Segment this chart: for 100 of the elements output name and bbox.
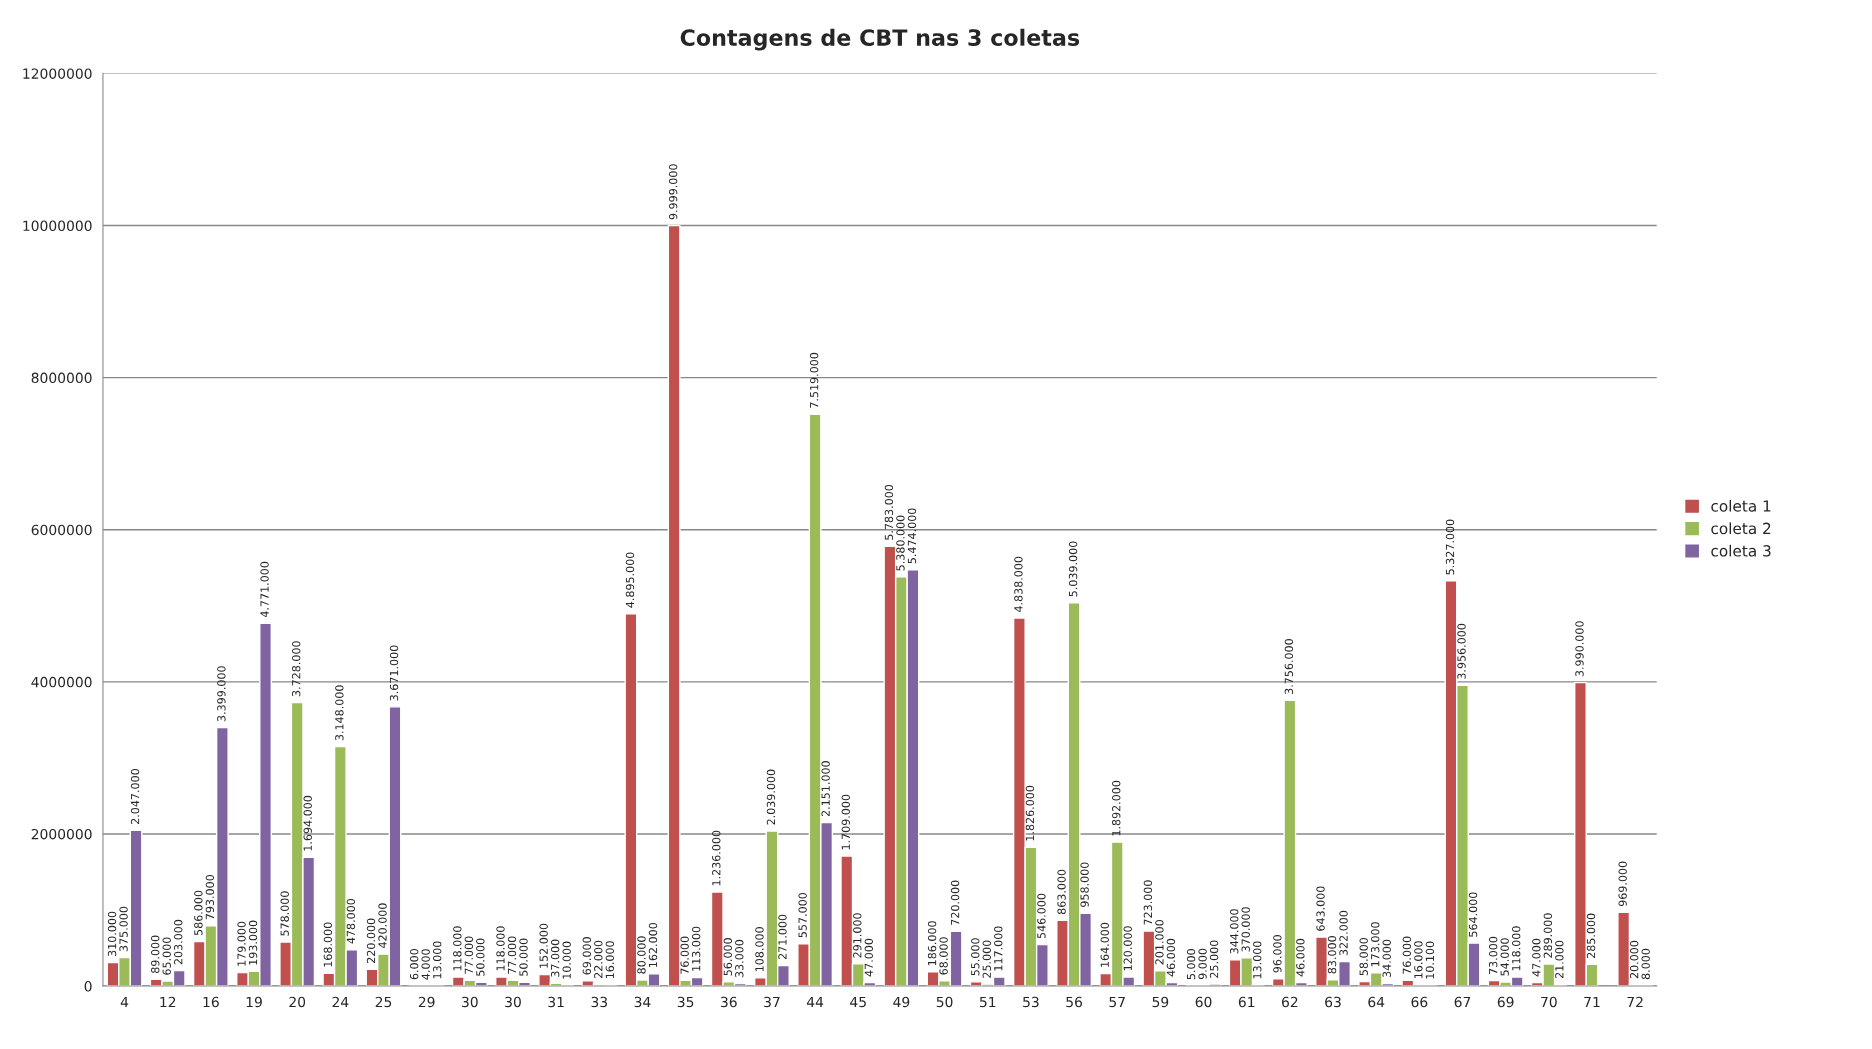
x-tick-label: 29 xyxy=(418,996,435,1008)
x-tick-label: 12 xyxy=(160,996,176,1008)
x-tick-label: 30 xyxy=(505,996,521,1008)
data-label: 16.000 xyxy=(1414,941,1423,979)
data-label: 1.236.000 xyxy=(712,830,721,886)
chart-title: Contagens de CBT nas 3 coletas xyxy=(680,28,1080,51)
x-tick-label: 57 xyxy=(1109,996,1125,1008)
data-label: 289.000 xyxy=(1543,913,1553,958)
x-tick-label: 33 xyxy=(591,996,608,1008)
x-tick-label: 30 xyxy=(462,996,478,1008)
y-tick-label: 6000000 xyxy=(31,524,92,536)
x-tick-label: 35 xyxy=(677,996,694,1008)
data-label: 4.838.000 xyxy=(1014,556,1023,613)
data-label: 9.999.000 xyxy=(668,164,678,220)
data-label: 68.000 xyxy=(939,937,948,975)
data-label: 793.000 xyxy=(205,874,215,920)
x-tick-label: 64 xyxy=(1368,996,1385,1008)
data-label: 5.039.000 xyxy=(1068,541,1078,597)
x-tick-label: 50 xyxy=(936,996,953,1008)
y-tick-label: 4000000 xyxy=(31,676,92,688)
data-label: 3.756.000 xyxy=(1284,639,1294,694)
data-label: 65.000 xyxy=(162,937,171,975)
data-label: 291.000 xyxy=(853,913,862,958)
x-tick-label: 16 xyxy=(203,996,219,1008)
data-label: 80.000 xyxy=(637,936,646,974)
x-tick-label: 45 xyxy=(850,996,866,1008)
data-label: 4.895.000 xyxy=(625,552,635,608)
data-label: 13.000 xyxy=(432,941,442,979)
data-label: 3.990.000 xyxy=(1575,621,1584,677)
data-label: 54.000 xyxy=(1500,938,1509,976)
data-label: 344.000 xyxy=(1230,909,1239,954)
x-tick-label: 24 xyxy=(332,996,349,1008)
data-label: 4.000 xyxy=(421,949,430,980)
data-label: 96.000 xyxy=(1273,935,1282,973)
data-label: 117.000 xyxy=(994,926,1003,971)
data-label: 118.000 xyxy=(496,926,505,971)
data-label: 863.000 xyxy=(1057,869,1066,915)
y-tick-label: 12000000 xyxy=(23,68,92,79)
x-tick-label: 31 xyxy=(548,996,564,1008)
x-tick-label: 25 xyxy=(375,996,392,1008)
data-label: 2.151.000 xyxy=(821,761,830,817)
data-label: 1.709.000 xyxy=(841,794,850,850)
data-label: 108.000 xyxy=(755,927,764,972)
data-label: 50.000 xyxy=(519,938,528,976)
x-tick-label: 69 xyxy=(1497,996,1514,1008)
x-tick-label: 20 xyxy=(289,996,306,1008)
data-label: 720.000 xyxy=(950,880,960,925)
data-label: 89.000 xyxy=(151,935,160,973)
data-label: 173.000 xyxy=(1371,922,1380,967)
y-tick-label: 2000000 xyxy=(31,828,92,840)
data-label: 46.000 xyxy=(1296,938,1305,977)
x-tick-label: 19 xyxy=(246,996,262,1008)
data-label: 20.000 xyxy=(1629,940,1639,979)
data-label: 56.000 xyxy=(723,938,732,976)
data-label: 3.956.000 xyxy=(1457,623,1466,679)
data-label: 969.000 xyxy=(1618,861,1627,907)
data-label: 120.000 xyxy=(1123,926,1132,971)
data-label: 186.000 xyxy=(927,921,937,966)
data-label: 375.000 xyxy=(119,906,128,952)
x-tick-label: 53 xyxy=(1023,996,1039,1008)
x-tick-label: 59 xyxy=(1152,996,1169,1008)
data-label: 37.000 xyxy=(550,939,560,977)
data-label: 76.000 xyxy=(1402,936,1412,974)
data-label: 8.000 xyxy=(1641,948,1650,980)
data-label: 46.000 xyxy=(1166,938,1176,977)
data-label: 285.000 xyxy=(1586,913,1596,959)
data-label: 22.000 xyxy=(594,940,603,979)
data-label: 5.327.000 xyxy=(1445,519,1455,575)
data-label: 69.000 xyxy=(582,937,592,975)
data-label: 118.000 xyxy=(1511,926,1521,971)
data-label: 322.000 xyxy=(1339,910,1348,956)
x-tick-label: 51 xyxy=(979,996,996,1008)
data-label: 5.000 xyxy=(1186,949,1196,980)
x-tick-label: 71 xyxy=(1584,996,1600,1008)
data-label: 10.000 xyxy=(562,941,571,979)
data-label: 33.000 xyxy=(735,939,744,978)
data-label: 586.000 xyxy=(194,890,203,936)
data-label: 10.100 xyxy=(1425,941,1435,979)
data-label: 73.000 xyxy=(1488,936,1498,975)
data-label: 3.728.000 xyxy=(292,641,301,697)
data-label: 25.000 xyxy=(982,940,991,978)
x-tick-label: 4 xyxy=(120,996,129,1008)
data-label: 77.000 xyxy=(507,936,517,974)
data-label: 152.000 xyxy=(539,923,548,968)
x-tick-label: 70 xyxy=(1541,996,1557,1008)
legend-label: coleta 2 xyxy=(1711,522,1771,535)
data-label: 21.000 xyxy=(1555,940,1564,979)
x-tick-label: 49 xyxy=(893,996,910,1008)
data-label: 958.000 xyxy=(1080,862,1089,907)
data-label: 1.826.000 xyxy=(1025,785,1035,841)
x-tick-label: 62 xyxy=(1281,996,1298,1008)
data-label: 7.519.000 xyxy=(809,352,819,408)
data-label: 77.000 xyxy=(464,936,474,974)
x-tick-label: 44 xyxy=(806,996,824,1008)
data-label: 6.000 xyxy=(409,948,419,980)
data-label: 113.000 xyxy=(691,926,701,971)
data-label: 557.000 xyxy=(798,892,807,938)
x-tick-label: 56 xyxy=(1066,996,1083,1008)
x-tick-label: 37 xyxy=(764,996,780,1008)
data-label: 723.000 xyxy=(1143,880,1153,925)
